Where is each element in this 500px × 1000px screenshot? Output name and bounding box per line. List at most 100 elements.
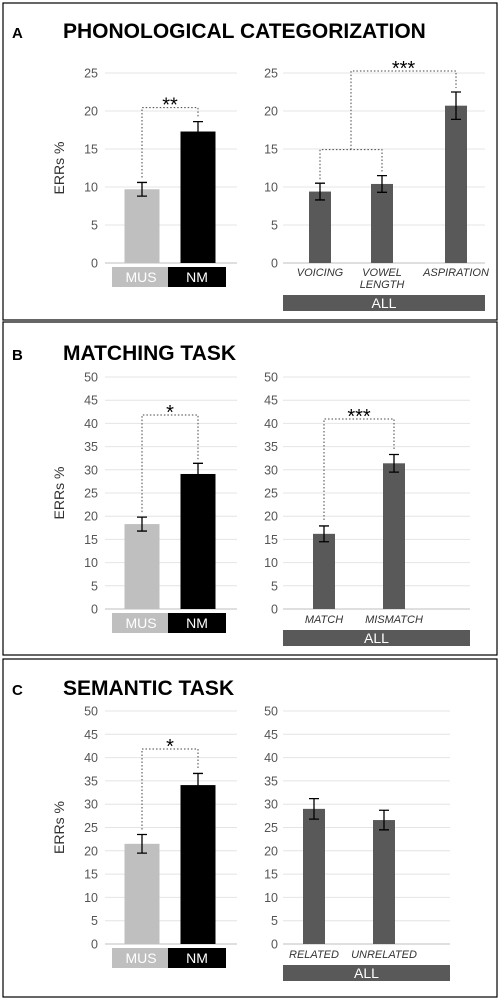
group-box-all (283, 630, 470, 646)
right-y-tick-label: 10 (264, 181, 278, 195)
right-y-tick-label: 50 (264, 371, 278, 385)
right-y-tick-label: 25 (264, 67, 278, 81)
right-y-tick-label: 0 (271, 257, 278, 271)
panel-title: PHONOLOGICAL CATEGORIZATION (63, 20, 426, 43)
group-label-all: ALL (364, 630, 389, 646)
left-y-tick-label: 35 (84, 440, 98, 454)
right-y-tick-label: 20 (264, 510, 278, 524)
left-y-tick-label: 30 (84, 798, 98, 812)
category-box-mus (112, 613, 170, 633)
error-bar (309, 797, 319, 820)
bar-voicing (309, 191, 331, 263)
panel-title: MATCHING TASK (63, 342, 236, 365)
category-label-mus: MUS (125, 950, 156, 966)
left-y-tick-label: 20 (84, 510, 98, 524)
left-y-tick-label: 0 (91, 603, 98, 617)
right-y-tick-label: 50 (264, 705, 278, 719)
right-y-tick-label: 0 (271, 938, 278, 952)
bar-mus (124, 189, 160, 263)
error-bar (193, 462, 203, 486)
error-bar (451, 91, 461, 121)
panel-a: A PHONOLOGICAL CATEGORIZATION ERRs % 0 5 10 15… (2, 2, 498, 321)
left-y-tick-label: 5 (91, 219, 98, 233)
left-y-tick-label: 15 (84, 868, 98, 882)
left-y-tick-label: 0 (91, 938, 98, 952)
error-bar (137, 181, 147, 197)
right-y-tick-label: 15 (264, 868, 278, 882)
error-bar (193, 772, 203, 798)
category-label-related: RELATED (289, 949, 339, 961)
y-axis-label: ERRs % (51, 142, 67, 195)
bar-nm (180, 131, 216, 263)
right-y-tick-label: 45 (264, 728, 278, 742)
right-y-tick-label: 30 (264, 463, 278, 477)
left-y-tick-label: 25 (84, 821, 98, 835)
left-y-tick-label: 0 (91, 257, 98, 271)
left-y-tick-label: 35 (84, 774, 98, 788)
bar-mus (124, 524, 160, 609)
left-y-tick-label: 50 (84, 705, 98, 719)
significance-stars: *** (392, 58, 416, 80)
right-y-tick-label: 25 (264, 487, 278, 501)
left-y-tick-label: 45 (84, 394, 98, 408)
left-y-tick-label: 10 (84, 891, 98, 905)
category-label-unrelated: UNRELATED (351, 949, 417, 961)
right-y-tick-label: 35 (264, 774, 278, 788)
left-y-tick-label: 10 (84, 181, 98, 195)
error-bar (319, 525, 329, 543)
category-label-voicing: VOICING (297, 267, 344, 279)
left-y-tick-label: 25 (84, 487, 98, 501)
left-y-tick-label: 25 (84, 67, 98, 81)
left-y-tick-label: 20 (84, 105, 98, 119)
category-label-aspiration: ASPIRATION (422, 267, 489, 279)
y-axis-label: ERRs % (51, 801, 67, 854)
significance-stars: ** (162, 95, 178, 117)
error-bar (137, 833, 147, 854)
error-bar (379, 809, 389, 831)
bar-related (303, 808, 325, 944)
left-y-tick-label: 50 (84, 371, 98, 385)
panel-border (2, 321, 498, 656)
group-box-all (283, 295, 485, 311)
error-bar (389, 453, 399, 473)
right-y-tick-label: 25 (264, 821, 278, 835)
panel-border (2, 658, 498, 998)
category-box-mus (112, 267, 170, 287)
right-y-tick-label: 0 (271, 603, 278, 617)
bar-nm (180, 473, 216, 609)
category-label-mus: MUS (125, 615, 156, 631)
bar-vowel-length (371, 183, 393, 263)
right-y-tick-label: 40 (264, 417, 278, 431)
right-y-tick-label: 40 (264, 751, 278, 765)
y-axis-label: ERRs % (51, 467, 67, 520)
category-label-vowel-length: VOWEL LENGTH (360, 267, 405, 291)
significance-bracket (141, 107, 199, 178)
panel-letter: B (12, 347, 23, 364)
error-bar (137, 516, 147, 532)
category-label-match: MATCH (305, 614, 343, 626)
significance-bracket (350, 70, 457, 150)
error-bar (315, 182, 325, 201)
inner-bracket (319, 149, 383, 180)
left-y-tick-label: 40 (84, 751, 98, 765)
right-y-tick-label: 20 (264, 844, 278, 858)
bar-match (313, 533, 335, 609)
right-y-tick-label: 10 (264, 556, 278, 570)
category-label-mus: MUS (125, 269, 156, 285)
category-box-nm (168, 267, 226, 287)
right-y-tick-label: 5 (271, 219, 278, 233)
significance-bracket (141, 414, 199, 513)
group-label-all: ALL (354, 965, 379, 981)
category-label-nm: NM (186, 269, 208, 285)
panel-letter: A (12, 25, 23, 42)
bar-mismatch (383, 463, 405, 609)
panel-letter: C (12, 682, 23, 699)
left-y-tick-label: 10 (84, 556, 98, 570)
left-y-tick-label: 45 (84, 728, 98, 742)
bar-mus (124, 843, 160, 944)
bar-aspiration (445, 105, 467, 264)
bar-unrelated (373, 820, 395, 944)
left-y-tick-label: 20 (84, 844, 98, 858)
